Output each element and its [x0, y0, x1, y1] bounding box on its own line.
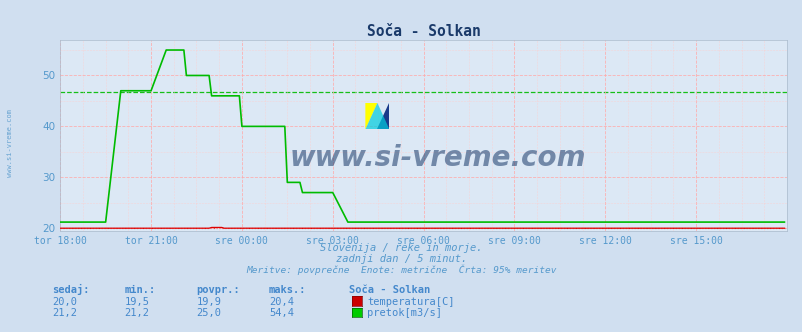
Polygon shape [377, 103, 389, 129]
Text: povpr.:: povpr.: [196, 285, 240, 295]
Title: Soča - Solkan: Soča - Solkan [367, 24, 480, 39]
Text: Slovenija / reke in morje.: Slovenija / reke in morje. [320, 243, 482, 253]
Text: Meritve: povprečne  Enote: metrične  Črta: 95% meritev: Meritve: povprečne Enote: metrične Črta:… [246, 264, 556, 275]
Text: 21,2: 21,2 [52, 308, 77, 318]
Text: sedaj:: sedaj: [52, 284, 90, 295]
Text: 20,4: 20,4 [269, 297, 294, 307]
Polygon shape [365, 103, 389, 129]
Polygon shape [365, 103, 377, 129]
Text: www.si-vreme.com: www.si-vreme.com [290, 144, 585, 172]
Text: 19,5: 19,5 [124, 297, 149, 307]
Text: 20,0: 20,0 [52, 297, 77, 307]
Text: www.si-vreme.com: www.si-vreme.com [6, 109, 13, 177]
Text: pretok[m3/s]: pretok[m3/s] [367, 308, 441, 318]
Text: maks.:: maks.: [269, 285, 306, 295]
Text: zadnji dan / 5 minut.: zadnji dan / 5 minut. [335, 254, 467, 264]
Text: 54,4: 54,4 [269, 308, 294, 318]
Text: Soča - Solkan: Soča - Solkan [349, 285, 430, 295]
Text: min.:: min.: [124, 285, 156, 295]
Text: temperatura[C]: temperatura[C] [367, 297, 454, 307]
Text: 21,2: 21,2 [124, 308, 149, 318]
Text: 19,9: 19,9 [196, 297, 221, 307]
Text: 25,0: 25,0 [196, 308, 221, 318]
